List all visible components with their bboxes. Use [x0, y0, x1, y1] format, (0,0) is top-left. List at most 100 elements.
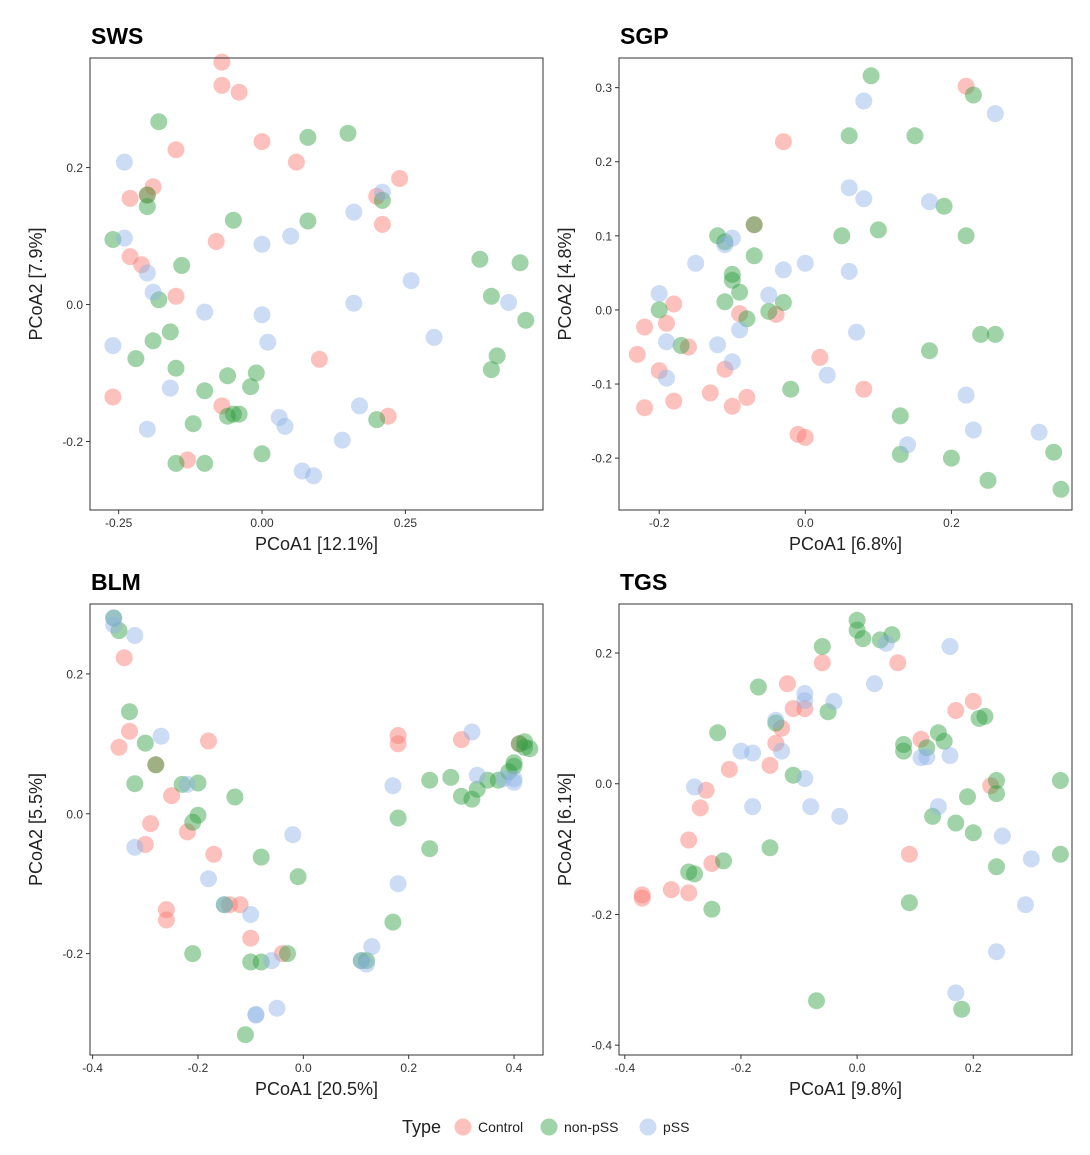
- point-non-pss: [150, 291, 168, 309]
- point-non-pss: [224, 405, 242, 423]
- point-non-pss: [918, 739, 936, 757]
- point-control: [633, 886, 651, 904]
- point-pss: [957, 386, 975, 404]
- point-control: [110, 738, 128, 756]
- point-pss: [161, 379, 179, 397]
- point-pss: [773, 742, 791, 760]
- x-tick-label: -0.25: [105, 516, 133, 530]
- point-non-pss: [891, 445, 909, 463]
- point-control: [889, 654, 907, 672]
- point-pss: [796, 254, 814, 272]
- point-pss: [253, 306, 271, 324]
- point-non-pss: [289, 868, 307, 886]
- point-pss: [947, 984, 965, 1002]
- point-pss: [196, 303, 214, 321]
- point-non-pss: [833, 227, 851, 245]
- point-control: [665, 295, 683, 313]
- point-control: [811, 348, 829, 366]
- point-pss: [345, 203, 363, 221]
- point-pss: [831, 807, 849, 825]
- point-pss: [152, 727, 170, 745]
- point-non-pss: [184, 945, 202, 963]
- point-non-pss: [421, 840, 439, 858]
- point-non-pss: [505, 757, 523, 775]
- point-pss: [242, 906, 260, 923]
- point-non-pss: [723, 271, 741, 289]
- point-control: [147, 756, 165, 774]
- legend-title: Type: [402, 1117, 441, 1137]
- point-non-pss: [226, 788, 244, 806]
- panel-tgs: TGS -0.4 -0.2 0.0 0.2 -0.4 -0.2 0.0 0.2 PCoA1 [9.…: [555, 569, 1073, 1099]
- x-tick-label: 0.25: [394, 516, 418, 530]
- point-control: [767, 734, 785, 752]
- point-non-pss: [252, 953, 270, 971]
- point-non-pss: [173, 775, 191, 793]
- point-pss: [1017, 896, 1034, 914]
- point-control: [796, 700, 814, 718]
- point-non-pss: [224, 211, 242, 229]
- point-control: [912, 730, 930, 748]
- point-non-pss: [723, 265, 741, 283]
- point-control: [389, 735, 407, 753]
- point-control: [947, 702, 965, 719]
- point-pss: [686, 778, 703, 796]
- point-pss: [650, 285, 668, 303]
- y-tick-label: 0.1: [595, 229, 612, 243]
- point-non-pss: [147, 756, 165, 774]
- point-control: [121, 189, 139, 207]
- x-tick-label: 0.00: [250, 516, 274, 530]
- point-control: [242, 929, 260, 947]
- point-control: [855, 380, 873, 398]
- point-pss: [247, 1006, 265, 1024]
- point-pss: [115, 229, 133, 247]
- point-non-pss: [900, 894, 918, 912]
- panel-blm: BLM -0.4 -0.2 0.0 0.2 0.4 -0.2 0.0 0.2 PCoA1 [20.…: [26, 569, 544, 1099]
- y-tick-label: 0.2: [595, 155, 612, 169]
- point-pss: [115, 153, 133, 171]
- point-non-pss: [167, 454, 185, 472]
- point-control: [136, 836, 154, 853]
- point-control: [628, 345, 646, 363]
- point-pss: [284, 826, 302, 844]
- point-control: [510, 735, 528, 753]
- point-control: [142, 815, 160, 833]
- point-pss: [988, 943, 1005, 961]
- y-tick-label: -0.1: [591, 378, 612, 392]
- x-tick-label: 0.0: [849, 1061, 866, 1075]
- point-pss: [345, 294, 363, 312]
- point-pss: [921, 193, 938, 211]
- point-non-pss: [384, 913, 402, 931]
- point-non-pss: [686, 865, 703, 883]
- point-control: [133, 256, 151, 274]
- point-control: [761, 756, 779, 774]
- point-non-pss: [505, 754, 523, 772]
- point-control: [982, 777, 1000, 795]
- point-control: [179, 451, 196, 469]
- legend: Type Control non-pSS pSS: [402, 1117, 689, 1137]
- point-non-pss: [516, 738, 534, 756]
- point-pss: [716, 236, 734, 254]
- x-axis-label-tgs: PCoA1 [9.8%]: [789, 1079, 902, 1099]
- point-control: [697, 781, 715, 799]
- point-pss: [732, 742, 750, 760]
- point-pss: [215, 896, 233, 914]
- point-non-pss: [808, 992, 825, 1010]
- point-pss: [333, 431, 351, 449]
- point-non-pss: [813, 638, 831, 655]
- point-non-pss: [745, 247, 763, 265]
- point-control: [662, 881, 680, 899]
- point-non-pss: [957, 227, 975, 245]
- point-non-pss: [138, 198, 156, 216]
- point-control: [167, 141, 185, 159]
- point-pss: [1022, 850, 1040, 868]
- point-non-pss: [760, 302, 778, 320]
- point-non-pss: [215, 896, 233, 914]
- point-non-pss: [972, 325, 990, 343]
- point-control: [221, 896, 239, 914]
- point-pss: [1030, 423, 1048, 441]
- point-control: [379, 407, 397, 425]
- point-non-pss: [511, 254, 529, 272]
- point-pss: [500, 294, 518, 311]
- point-non-pss: [988, 785, 1005, 803]
- point-pss: [126, 838, 144, 856]
